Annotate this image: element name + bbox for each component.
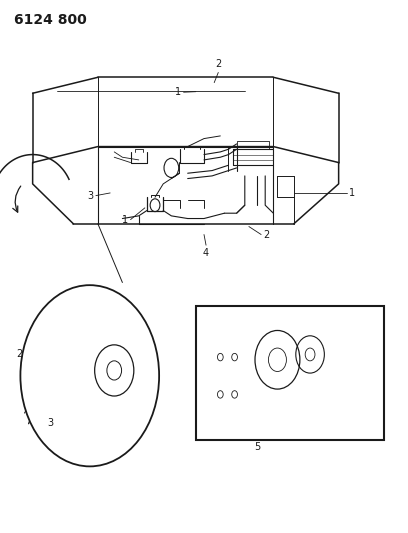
Text: 2: 2 — [16, 350, 22, 359]
Text: 1: 1 — [175, 87, 182, 97]
Text: 6124 800: 6124 800 — [14, 13, 87, 27]
Bar — [196, 306, 384, 440]
Circle shape — [20, 285, 159, 466]
Text: 2: 2 — [263, 230, 269, 239]
Text: 2: 2 — [215, 59, 222, 69]
Text: 3: 3 — [88, 191, 94, 200]
Text: 1: 1 — [122, 215, 129, 224]
Text: 5: 5 — [254, 442, 260, 453]
Text: 3: 3 — [47, 418, 53, 429]
Text: 4: 4 — [203, 248, 209, 258]
Text: 1: 1 — [349, 188, 355, 198]
